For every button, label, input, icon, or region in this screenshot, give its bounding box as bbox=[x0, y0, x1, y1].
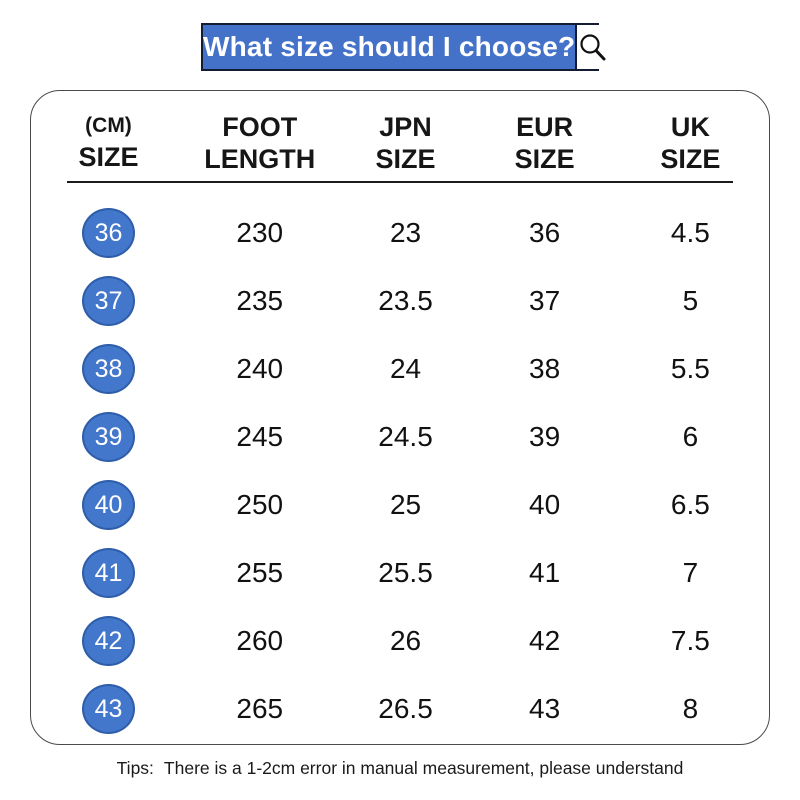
cell-foot-length: 245 bbox=[236, 421, 284, 452]
header-uk-size: UK SIZE bbox=[660, 112, 721, 174]
size-chart-panel: (CM) SIZE FOOT LENGTH JPN SIZE EUR SIZE … bbox=[30, 90, 770, 745]
cell-jpn-size: 26.5 bbox=[378, 693, 433, 724]
header-eur-size: EUR SIZE bbox=[514, 112, 575, 174]
magnifier-icon bbox=[580, 34, 606, 61]
size-badge: 40 bbox=[81, 480, 135, 530]
cell-uk-size: 4.5 bbox=[670, 217, 710, 248]
header-divider bbox=[67, 181, 733, 183]
cell-foot-length: 250 bbox=[236, 489, 284, 520]
cell-foot-length: 240 bbox=[236, 353, 284, 384]
header-foot-length: FOOT LENGTH bbox=[204, 112, 316, 174]
cell-eur-size: 36 bbox=[529, 217, 561, 248]
search-input[interactable]: What size should I choose? bbox=[203, 25, 576, 69]
cell-eur-size: 42 bbox=[529, 625, 561, 656]
cell-foot-length: 260 bbox=[236, 625, 284, 656]
table-row: 42 260 26 42 7.5 bbox=[31, 607, 769, 675]
cell-jpn-size: 24.5 bbox=[378, 421, 433, 452]
size-badge: 41 bbox=[81, 548, 135, 598]
cell-foot-length: 230 bbox=[236, 217, 284, 248]
size-badge: 43 bbox=[81, 684, 135, 734]
cell-eur-size: 43 bbox=[529, 693, 561, 724]
cell-foot-length: 265 bbox=[236, 693, 284, 724]
table-row: 41 255 25.5 41 7 bbox=[31, 539, 769, 607]
table-row: 37 235 23.5 37 5 bbox=[31, 267, 769, 335]
cell-eur-size: 38 bbox=[529, 353, 561, 384]
size-badge: 37 bbox=[81, 276, 135, 326]
size-badge: 39 bbox=[81, 412, 135, 462]
tips-text: There is a 1-2cm error in manual measure… bbox=[163, 758, 684, 778]
cell-uk-size: 6 bbox=[682, 421, 699, 452]
cell-foot-length: 255 bbox=[236, 557, 284, 588]
cell-uk-size: 7 bbox=[682, 557, 699, 588]
search-bar: What size should I choose? bbox=[201, 23, 608, 71]
header-jpn-size: JPN SIZE bbox=[375, 112, 436, 174]
table-body: 36 230 23 36 4.5 37 235 23.5 37 5 38 240… bbox=[31, 183, 769, 743]
cell-eur-size: 40 bbox=[529, 489, 561, 520]
table-row: 39 245 24.5 39 6 bbox=[31, 403, 769, 471]
size-badge: 36 bbox=[81, 208, 135, 258]
cell-eur-size: 39 bbox=[529, 421, 561, 452]
size-badge: 38 bbox=[81, 344, 135, 394]
table-row: 38 240 24 38 5.5 bbox=[31, 335, 769, 403]
cell-jpn-size: 23.5 bbox=[378, 285, 433, 316]
cell-uk-size: 5 bbox=[682, 285, 699, 316]
tips-label: Tips: bbox=[116, 758, 154, 778]
cell-uk-size: 5.5 bbox=[670, 353, 710, 384]
cell-uk-size: 7.5 bbox=[670, 625, 710, 656]
cell-jpn-size: 23 bbox=[389, 217, 422, 248]
cell-eur-size: 41 bbox=[529, 557, 561, 588]
table-header-row: (CM) SIZE FOOT LENGTH JPN SIZE EUR SIZE … bbox=[31, 91, 769, 175]
cell-uk-size: 8 bbox=[682, 693, 699, 724]
cell-jpn-size: 25.5 bbox=[378, 557, 433, 588]
size-badge: 42 bbox=[81, 616, 135, 666]
tips-note: Tips: There is a 1-2cm error in manual me… bbox=[0, 758, 800, 779]
cell-jpn-size: 25 bbox=[389, 489, 422, 520]
cell-jpn-size: 26 bbox=[389, 625, 422, 656]
cell-jpn-size: 24 bbox=[389, 353, 422, 384]
cell-foot-length: 235 bbox=[236, 285, 284, 316]
table-row: 36 230 23 36 4.5 bbox=[31, 199, 769, 267]
table-row: 43 265 26.5 43 8 bbox=[31, 675, 769, 743]
cell-eur-size: 37 bbox=[529, 285, 561, 316]
cell-uk-size: 6.5 bbox=[670, 489, 710, 520]
table-row: 40 250 25 40 6.5 bbox=[31, 471, 769, 539]
header-cm-size: (CM) SIZE bbox=[78, 114, 139, 172]
search-button[interactable] bbox=[575, 25, 608, 69]
